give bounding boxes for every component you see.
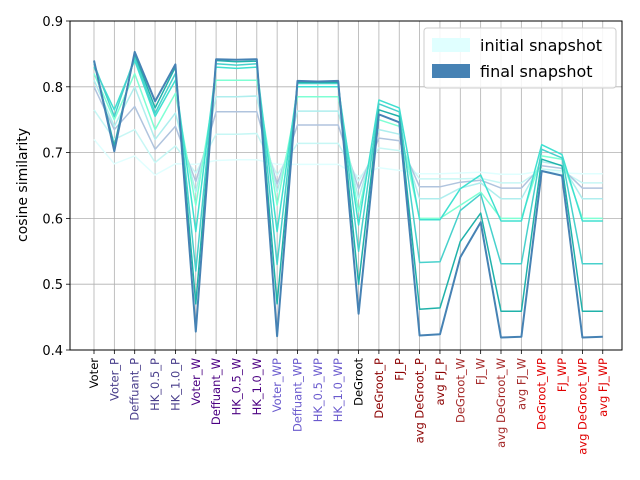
y-axis-title: cosine similarity <box>15 128 31 242</box>
x-tick-label: avg FJ_WP <box>596 358 610 417</box>
series-line <box>93 50 603 339</box>
x-tick-label: DeGroot_WP <box>535 358 549 430</box>
x-tick-label: HK_1.0_W <box>250 358 264 415</box>
x-tick-label: Voter <box>87 358 101 389</box>
y-tick-label: 0.7 <box>42 147 63 162</box>
legend-label: initial snapshot <box>480 36 602 55</box>
x-tick-label: HK_0.5_P <box>148 358 162 411</box>
x-tick-label: FJ_WP <box>555 358 569 392</box>
legend: initial snapshot final snapshot <box>423 27 617 89</box>
legend-swatch <box>432 38 470 52</box>
x-tick-label: avg DeGroot_W <box>494 358 508 448</box>
legend-label: final snapshot <box>480 62 593 81</box>
x-tick-label: avg FJ_W <box>514 358 528 410</box>
legend-swatch <box>432 64 470 78</box>
y-axis-ticks: 0.4 0.5 0.6 0.7 0.8 0.9 <box>42 15 70 359</box>
x-tick-label: Deffuant_P <box>128 358 142 421</box>
series-lines <box>93 50 603 339</box>
x-tick-label: FJ_W <box>474 358 488 385</box>
y-tick-label: 0.9 <box>42 15 63 30</box>
x-tick-label: FJ_P <box>392 358 406 381</box>
y-tick-label: 0.5 <box>42 278 63 293</box>
y-tick-label: 0.6 <box>42 212 63 227</box>
x-tick-label: Deffuant_WP <box>291 358 305 432</box>
x-tick-label: HK_0.5_W <box>229 358 243 415</box>
x-tick-label: HK_0.5_WP <box>311 358 325 422</box>
x-tick-label: DeGroot_W <box>453 358 467 423</box>
x-gridlines <box>93 21 604 350</box>
x-tick-label: avg DeGroot_WP <box>575 358 589 455</box>
x-tick-label: avg DeGroot_P <box>413 358 427 443</box>
x-tick-label: Voter_P <box>107 358 121 401</box>
x-tick-label: DeGroot <box>352 358 366 406</box>
x-tick-label: Voter_WP <box>270 358 284 412</box>
x-tick-label: avg FJ_P <box>433 358 447 406</box>
y-tick-label: 0.8 <box>42 81 63 96</box>
x-tick-label: HK_1.0_WP <box>331 358 345 422</box>
axes-frame <box>69 20 623 351</box>
legend-box <box>423 27 617 89</box>
y-tick-label: 0.4 <box>42 344 63 359</box>
x-tick-label: Voter_W <box>189 358 203 405</box>
x-axis-ticks: Voter Voter_P Deffuant_P HK_0.5_P HK_1.0_P Vo… <box>87 350 610 455</box>
x-tick-label: HK_1.0_P <box>168 358 182 411</box>
x-tick-label: DeGroot_P <box>372 358 386 419</box>
x-tick-label: Deffuant_W <box>209 358 223 425</box>
